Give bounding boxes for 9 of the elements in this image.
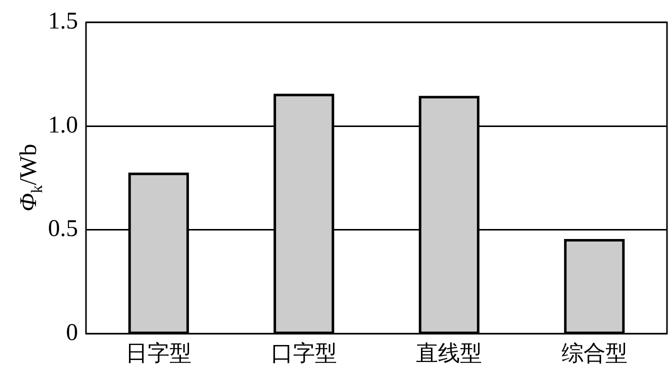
x-tick-label: 口字型	[270, 340, 337, 366]
y-tick-label: 1.5	[48, 8, 78, 35]
y-tick-label: 0.5	[48, 216, 78, 242]
y-tick-label: 1.0	[48, 112, 78, 138]
y-tick-label: 0	[66, 320, 78, 346]
x-tick-label: 综合型	[561, 340, 628, 366]
x-tick-label: 日字型	[126, 340, 192, 366]
x-tick-label: 直线型	[416, 340, 482, 366]
y-axis-title: Φk/Wb	[16, 144, 46, 212]
